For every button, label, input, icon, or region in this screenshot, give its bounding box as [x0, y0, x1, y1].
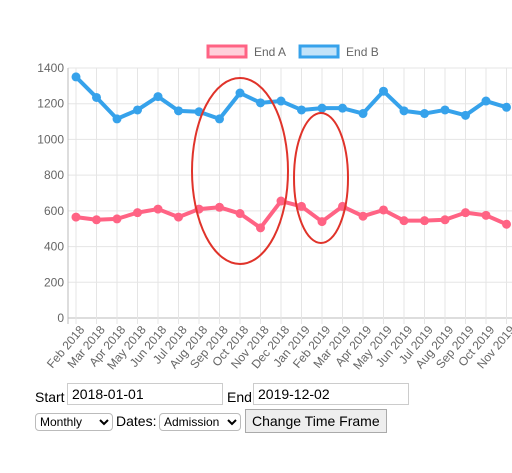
end-input[interactable]: [253, 383, 409, 405]
y-tick-label: 400: [44, 240, 64, 254]
y-tick-label: 600: [44, 204, 64, 218]
annotation-circle: [191, 77, 289, 265]
dates-label: Dates:: [116, 413, 157, 429]
point: [215, 202, 224, 212]
change-button[interactable]: Change Time Frame: [245, 409, 387, 433]
point: [133, 208, 142, 218]
point: [399, 106, 409, 116]
point: [317, 217, 327, 227]
point: [71, 212, 81, 222]
y-tick-label: 1000: [37, 132, 64, 146]
y-tick-label: 1400: [37, 61, 64, 75]
point: [379, 205, 388, 215]
series-line: [74, 75, 508, 121]
point: [297, 201, 306, 211]
annotation-circle: [293, 112, 349, 244]
point: [317, 103, 327, 113]
point: [133, 105, 142, 115]
point: [256, 223, 265, 233]
point: [440, 105, 450, 115]
point: [440, 215, 450, 225]
series-line: [75, 199, 508, 230]
point: [461, 110, 470, 120]
y-tick-label: 1200: [37, 97, 64, 111]
legend-label: End A: [254, 45, 286, 59]
interval-select[interactable]: Monthly: [35, 413, 113, 431]
point: [235, 209, 245, 219]
dates-select[interactable]: Admission: [159, 413, 241, 431]
point: [379, 86, 388, 96]
point: [153, 92, 163, 102]
point: [112, 114, 122, 124]
point: [338, 103, 347, 113]
legend-label: End B: [346, 45, 379, 59]
point: [420, 109, 429, 119]
start-input[interactable]: [67, 383, 223, 405]
point: [174, 212, 183, 222]
point: [92, 92, 101, 102]
point: [420, 216, 429, 226]
y-tick-label: 0: [57, 311, 64, 325]
point: [276, 196, 286, 206]
point: [502, 219, 511, 229]
point: [71, 72, 81, 82]
point: [481, 210, 491, 220]
point: [358, 109, 368, 119]
start-label: Start: [35, 389, 65, 405]
point: [215, 114, 224, 124]
point: [276, 96, 286, 106]
point: [112, 214, 122, 224]
point: [502, 102, 511, 112]
point: [297, 105, 306, 115]
point: [358, 211, 368, 221]
point: [153, 204, 163, 214]
point: [174, 106, 183, 116]
end-label: End: [227, 389, 252, 405]
point: [256, 98, 265, 108]
point: [92, 215, 101, 225]
y-tick-label: 200: [44, 275, 64, 289]
legend-swatch: [298, 44, 340, 59]
point: [461, 208, 470, 218]
point: [481, 96, 491, 106]
point: [399, 216, 409, 226]
legend-swatch: [206, 44, 248, 59]
point: [235, 88, 245, 98]
y-tick-label: 800: [44, 168, 64, 182]
